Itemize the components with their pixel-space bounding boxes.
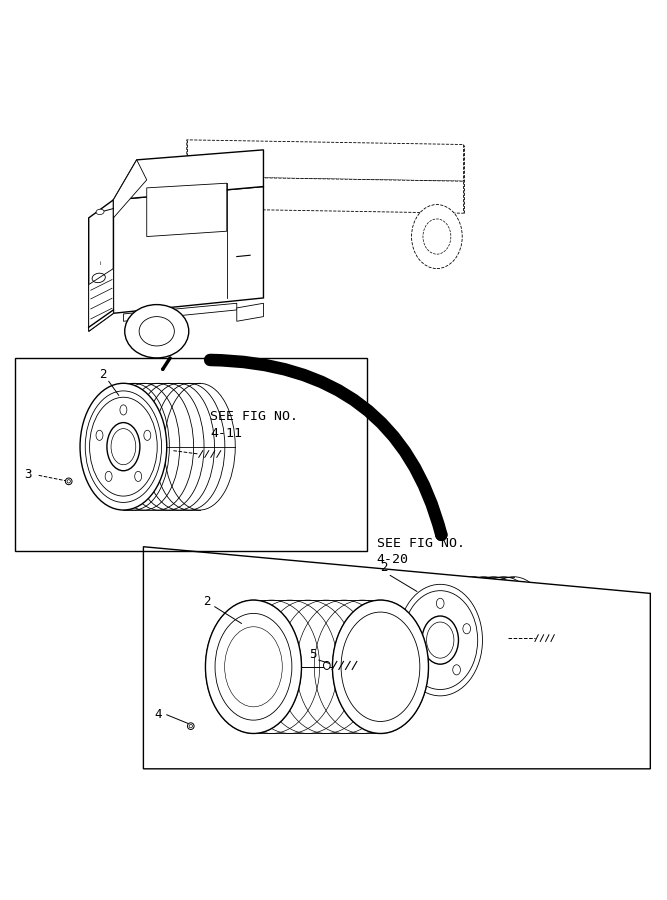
Ellipse shape	[135, 472, 141, 482]
Polygon shape	[147, 184, 227, 237]
Polygon shape	[237, 303, 263, 321]
Text: 4-20: 4-20	[377, 554, 409, 566]
Ellipse shape	[96, 430, 103, 440]
Ellipse shape	[80, 383, 167, 510]
Ellipse shape	[187, 723, 194, 730]
Text: 2: 2	[99, 368, 106, 381]
Ellipse shape	[410, 624, 418, 634]
Ellipse shape	[422, 616, 458, 664]
Ellipse shape	[96, 209, 104, 214]
Ellipse shape	[453, 665, 460, 675]
Text: 4: 4	[155, 708, 162, 721]
Ellipse shape	[392, 577, 488, 704]
Text: 3: 3	[25, 468, 32, 481]
Text: 2: 2	[203, 595, 211, 608]
FancyArrowPatch shape	[163, 358, 170, 369]
Polygon shape	[89, 268, 113, 331]
Ellipse shape	[420, 665, 428, 675]
Polygon shape	[89, 200, 113, 331]
Ellipse shape	[105, 472, 112, 482]
Ellipse shape	[65, 478, 72, 485]
Polygon shape	[143, 546, 650, 769]
Text: i: i	[100, 261, 101, 266]
Ellipse shape	[436, 598, 444, 608]
Polygon shape	[113, 160, 147, 218]
FancyArrowPatch shape	[210, 360, 442, 535]
Ellipse shape	[120, 405, 127, 415]
Ellipse shape	[205, 600, 301, 734]
Ellipse shape	[323, 662, 330, 670]
Text: 4-11: 4-11	[210, 427, 242, 440]
Polygon shape	[123, 303, 237, 321]
Ellipse shape	[332, 600, 428, 734]
Ellipse shape	[107, 423, 140, 471]
Text: SEE FIG NO.: SEE FIG NO.	[377, 536, 465, 550]
Text: 2: 2	[380, 562, 388, 574]
Polygon shape	[187, 176, 464, 213]
Polygon shape	[187, 140, 464, 181]
Polygon shape	[113, 149, 263, 200]
Ellipse shape	[463, 624, 470, 634]
Ellipse shape	[125, 304, 189, 358]
Text: 5: 5	[309, 648, 316, 662]
Ellipse shape	[144, 430, 151, 440]
Text: SEE FIG NO.: SEE FIG NO.	[210, 410, 298, 423]
Ellipse shape	[412, 204, 462, 268]
Polygon shape	[113, 186, 263, 313]
